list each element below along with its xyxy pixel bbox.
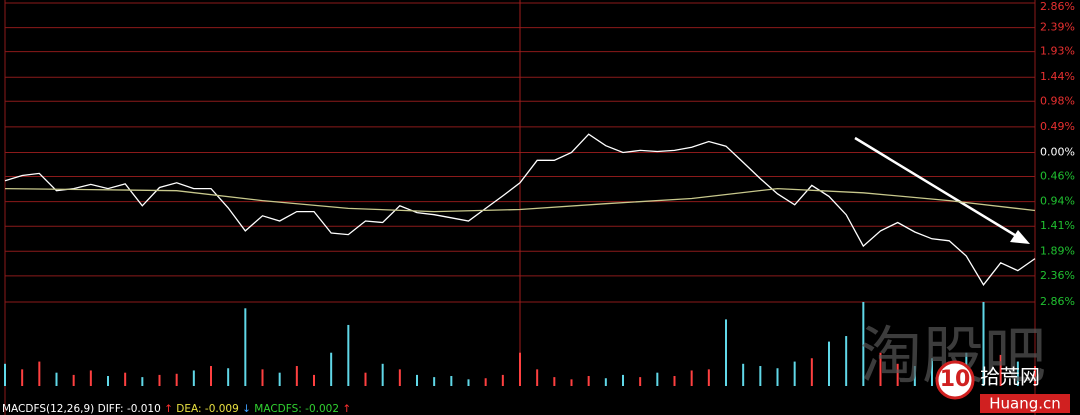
indicator-arrow: ↓ [242,403,251,415]
volume-bar [72,374,75,386]
volume-bar [364,372,367,386]
volume-bar [4,363,6,386]
indicator-arrow: ↑ [164,403,173,415]
volume-bar [999,354,1002,386]
volume-bar [381,363,384,386]
volume-bar [776,368,779,386]
volume-bar [433,377,436,386]
volume-bar [793,361,796,386]
volume-bar [158,374,161,386]
volume-bar [587,376,590,386]
indicator-value: -0.002 [305,403,339,415]
volume-bar [725,319,727,386]
volume-bar [89,370,92,386]
volume-bar [38,361,41,386]
y-tick-label: 2.36% [1040,269,1075,282]
volume-bar [896,363,899,386]
volume-bar [845,336,848,386]
volume-bar [450,376,453,386]
indicator-value: -0.009 [205,403,239,415]
y-tick-label: 0.98% [1040,94,1075,107]
volume-bar [1034,366,1036,386]
volume-bar [622,374,624,386]
y-tick-label: 1.41% [1040,219,1075,232]
badge-circle [935,360,975,400]
volume-bar [810,358,813,386]
watermark-site: 拾荒网 [980,365,1040,389]
volume-bar [759,366,762,386]
annotation-arrow [854,136,1030,244]
volume-bar [862,302,865,386]
volume-bar [124,372,127,386]
volume-bar [467,379,470,386]
volume-bar [931,358,933,386]
volume-bar [553,377,556,386]
y-tick-label: 1.93% [1040,45,1075,58]
badge-text: 10 [940,367,971,392]
volume-bar [313,374,315,386]
volume-bar [347,324,350,386]
volume-bar [330,352,333,386]
volume-bar [484,378,487,386]
volume-bar [913,366,916,386]
volume-bar [295,366,298,386]
volume-bar [639,377,642,386]
arrow-shaft [854,136,1019,239]
indicator-value: -0.010 [127,403,161,415]
volume-bar [673,376,676,386]
volume-bar [536,369,539,386]
volume-bar [227,368,230,386]
volume-bar [742,363,745,386]
volume-bar [707,369,710,386]
price-line [4,187,1036,213]
volume-bar [210,366,212,386]
indicator-name: DIFF: [98,403,124,415]
domain-box [980,394,1070,413]
volume-bar [604,378,607,386]
y-tick-label: 1.89% [1040,244,1075,257]
y-tick-label: 2.86% [1040,295,1075,308]
price-line [4,133,1036,286]
volume-bar [519,352,521,386]
volume-bar [570,379,573,386]
volume-bar [398,369,401,386]
indicator-name: DEA: [176,403,201,415]
y-tick-label: 2.86% [1040,0,1075,13]
volume-bar [982,302,985,386]
volume-bar [175,373,178,386]
volume-bar [107,376,109,386]
indicator-name: MACDFS: [254,403,302,415]
volume-bar [55,372,58,386]
volume-bar [416,374,418,386]
volume-bar [1016,361,1019,386]
volume-bar [278,372,281,386]
indicator-row: MACDFS(12,26,9) DIFF: -0.010 ↑ DEA: -0.0… [2,403,351,415]
volume-bar [828,341,830,386]
y-tick-label: 0.49% [1040,120,1075,133]
volume-bar [261,369,264,386]
volume-bar [21,369,24,386]
indicator-label: MACDFS(12,26,9) [2,403,94,415]
y-tick-label: 0.00% [1040,146,1075,159]
volume-bar [690,370,693,386]
arrow-head [1010,230,1030,244]
y-tick-label: 2.39% [1040,21,1075,34]
indicator-arrow: ↑ [342,403,351,415]
volume-bar [656,372,659,386]
volume-bar [879,352,882,386]
watermark-domain: Huang.cn [989,395,1061,413]
watermark: 淘股吧 10 拾荒网 Huang.cn [860,319,1070,413]
volume-bar [501,374,504,386]
y-tick-label: 1.44% [1040,70,1075,83]
y-tick-label: 0.46% [1040,170,1075,183]
volume-bar [192,370,195,386]
y-tick-label: 0.94% [1040,195,1075,208]
volume-bar [244,308,247,386]
volume-bar [141,377,144,386]
